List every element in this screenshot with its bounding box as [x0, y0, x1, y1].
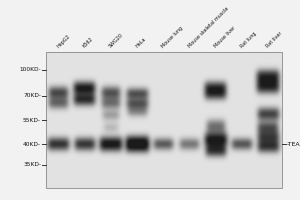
- Text: HeLa: HeLa: [134, 37, 147, 49]
- Text: Mouse lung: Mouse lung: [160, 26, 184, 49]
- Text: 35KD-: 35KD-: [23, 162, 41, 167]
- Text: 40KD-: 40KD-: [23, 142, 41, 147]
- Text: Rat lung: Rat lung: [239, 31, 257, 49]
- Text: Mouse skeletal muscle: Mouse skeletal muscle: [187, 6, 230, 49]
- Text: Mouse liver: Mouse liver: [213, 26, 236, 49]
- Text: -TEAD4: -TEAD4: [287, 142, 300, 147]
- Text: HepG2: HepG2: [56, 34, 71, 49]
- Text: 55KD-: 55KD-: [23, 117, 41, 122]
- Text: K562: K562: [82, 37, 94, 49]
- Bar: [46, 52, 282, 188]
- Text: 70KD-: 70KD-: [23, 93, 41, 98]
- Text: 100KD-: 100KD-: [20, 67, 41, 72]
- Text: Rat liver: Rat liver: [266, 31, 284, 49]
- Text: SWG20: SWG20: [108, 33, 124, 49]
